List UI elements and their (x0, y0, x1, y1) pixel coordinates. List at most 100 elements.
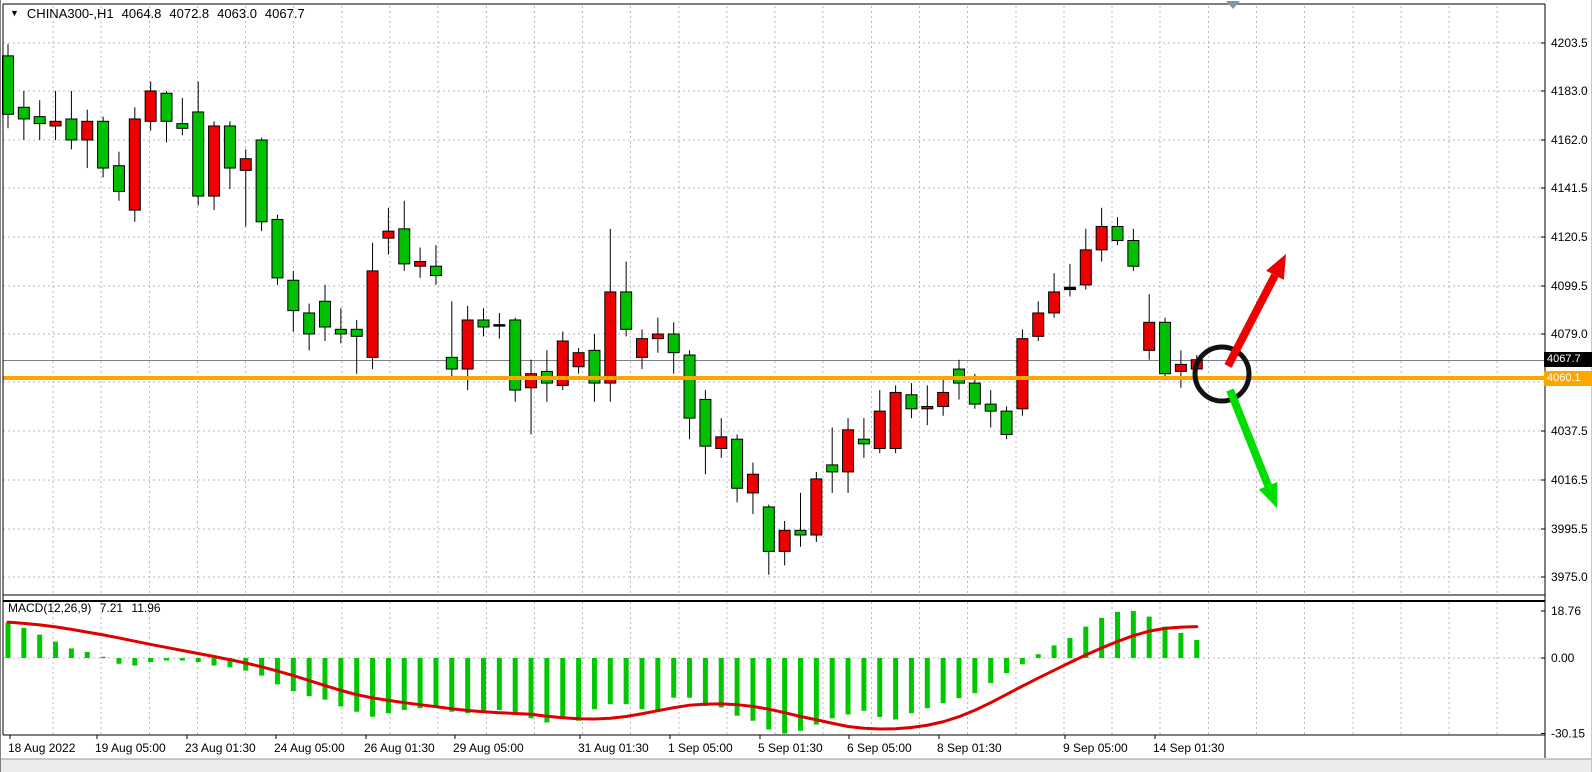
macd-indicator-label: MACD(12,26,9) 7.21 11.96 (8, 601, 166, 615)
candle-body (366, 270, 379, 358)
candle-body (398, 228, 411, 265)
macd-bar (798, 658, 803, 731)
candle-body (208, 125, 221, 197)
ohlc-high: 4072.8 (169, 6, 210, 21)
macd-bar (655, 658, 661, 711)
candle-body (826, 464, 839, 473)
candle-body (572, 352, 585, 368)
candle-body (176, 123, 189, 129)
candle-body (1095, 225, 1108, 251)
macd-bar (132, 658, 138, 666)
candle-body (746, 473, 759, 494)
macd-bar (211, 658, 217, 666)
symbol-timeframe-label: CHINA300-,H1 (26, 6, 114, 21)
macd-bar (861, 658, 867, 711)
window-chrome-bottom (0, 759, 1592, 772)
price-axis-label: 4079.0 (1551, 327, 1588, 341)
macd-bar (671, 658, 677, 698)
time-axis-label: 14 Sep 01:30 (1153, 741, 1225, 755)
candle-body (873, 410, 886, 450)
time-axis-label: 31 Aug 01:30 (578, 741, 649, 755)
candle-body (683, 354, 696, 419)
candle-body (636, 338, 648, 358)
macd-bar (195, 658, 201, 663)
candle-body (1032, 312, 1045, 337)
macd-bar (179, 658, 185, 661)
candle-body (2, 55, 14, 115)
chart-title: ▼ CHINA300-,H1 4064.8 4072.8 4063.0 4067… (10, 6, 307, 21)
bearish-arrow-annotation[interactable] (1226, 388, 1272, 488)
ohlc-low: 4063.0 (217, 6, 257, 21)
macd-bar (576, 658, 582, 721)
candle-body (667, 333, 680, 354)
highlight-circle-annotation[interactable] (1192, 344, 1252, 404)
bullish-arrow-annotation[interactable] (1224, 273, 1279, 368)
candle-body (160, 92, 173, 122)
candle-body (1143, 321, 1156, 351)
macd-bar (100, 656, 106, 658)
candle-body (699, 398, 712, 447)
macd-bar (528, 658, 534, 719)
time-axis-label: 5 Sep 01:30 (758, 741, 823, 755)
candle-body (794, 529, 807, 536)
macd-bar (1067, 637, 1073, 658)
macd-bar (591, 658, 597, 710)
macd-bar (354, 658, 360, 712)
candle-body (1159, 321, 1172, 375)
candle-body (1016, 338, 1029, 410)
candle-body (620, 291, 633, 330)
macd-bar (1004, 658, 1010, 674)
candle-body (81, 120, 94, 141)
candle-body (414, 261, 427, 267)
candle-body (509, 319, 522, 391)
candle-body (97, 120, 110, 169)
candle-body (1063, 286, 1076, 291)
macd-bar (1099, 617, 1105, 658)
macd-bar (116, 658, 122, 664)
macd-bar (512, 658, 518, 714)
candle-body (937, 391, 950, 407)
candle-body (65, 118, 78, 141)
candle-body (1079, 249, 1092, 286)
candle-body (334, 328, 347, 335)
time-axis-label: 23 Aug 01:30 (185, 741, 256, 755)
chart-shift-marker-icon (1226, 1, 1240, 9)
candle-body (350, 328, 363, 337)
macd-bar (639, 658, 645, 710)
macd-bar (877, 658, 883, 717)
macd-bar (893, 658, 899, 720)
candle-body (255, 139, 268, 223)
macd-bar (1146, 616, 1152, 658)
candle-body (525, 373, 538, 389)
candle-body (1000, 410, 1013, 435)
candle-body (984, 403, 997, 412)
macd-bar (924, 658, 930, 709)
macd-bar (908, 658, 914, 714)
macd-bar (782, 658, 788, 734)
macd-bar (433, 658, 439, 707)
macd-bar (829, 658, 835, 719)
candle-body (382, 230, 395, 239)
candle-body (461, 319, 474, 370)
price-axis-label: 3975.0 (1551, 570, 1588, 584)
macd-bar (37, 634, 43, 658)
macd-bar (401, 658, 407, 710)
macd-bar (496, 658, 502, 710)
candle-body (445, 356, 458, 370)
macd-bar (322, 658, 328, 700)
candlesticks (2, 44, 1203, 575)
macd-bar (687, 658, 693, 698)
candle-body (112, 165, 125, 192)
candle-body (319, 300, 331, 328)
candle-body (905, 394, 918, 410)
time-axis-label: 8 Sep 01:30 (937, 741, 1002, 755)
macd-bar (718, 658, 724, 708)
candle-body (715, 436, 728, 450)
price-axis-label: 4183.0 (1551, 84, 1588, 98)
macd-bar (607, 658, 613, 705)
macd-bar (940, 658, 946, 704)
macd-axis-label: 0.00 (1551, 651, 1575, 665)
